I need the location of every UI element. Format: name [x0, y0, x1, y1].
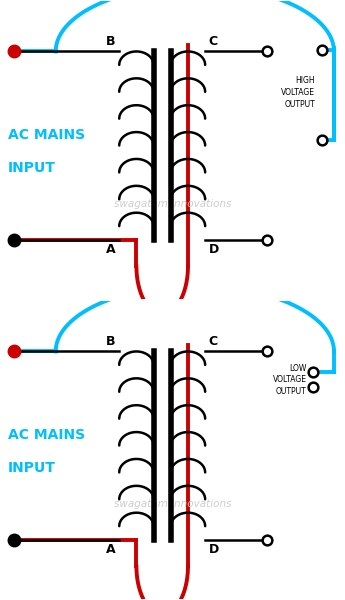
Text: HIGH
VOLTAGE
OUTPUT: HIGH VOLTAGE OUTPUT: [281, 76, 315, 109]
Text: D: D: [209, 242, 219, 256]
Text: INPUT: INPUT: [8, 161, 56, 175]
Text: swagatam innovations: swagatam innovations: [114, 499, 231, 509]
Text: A: A: [106, 542, 116, 556]
Text: AC MAINS: AC MAINS: [8, 428, 85, 442]
Text: swagatam innovations: swagatam innovations: [114, 199, 231, 209]
Text: AC MAINS: AC MAINS: [8, 128, 85, 142]
Text: B: B: [106, 335, 116, 349]
Text: D: D: [209, 542, 219, 556]
Text: A: A: [106, 242, 116, 256]
Text: C: C: [209, 35, 218, 49]
Text: LOW
VOLTAGE
OUTPUT: LOW VOLTAGE OUTPUT: [273, 364, 306, 396]
Text: INPUT: INPUT: [8, 461, 56, 475]
Text: B: B: [106, 35, 116, 49]
Text: C: C: [209, 335, 218, 349]
